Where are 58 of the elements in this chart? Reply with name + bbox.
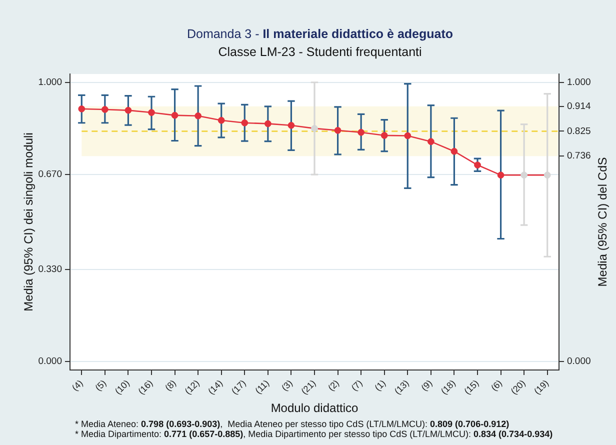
chart-title: Domanda 3 - Il materiale didattico è adeguato [186, 27, 454, 41]
point [218, 116, 225, 124]
point [497, 172, 504, 179]
y2-axis-title: Media (95% CI) del CdS [595, 157, 610, 287]
point [171, 112, 178, 119]
x-axis-title: Modulo didattico [270, 401, 359, 416]
point [520, 172, 528, 179]
x-tick-label: (18) [438, 378, 458, 396]
y2-tick-label: 1.000 [567, 77, 591, 88]
x-tick-label: (15) [462, 378, 481, 396]
x-tick-label: (13) [392, 378, 411, 396]
x-tick-label: (6) [489, 378, 504, 393]
x-tick-label: (11) [253, 378, 272, 396]
text: * Media Ateneo: 0.798 (0.693-0.903), Media Ateneo per stesso tipo CdS (LT/LM/LMCU): 0.809 (0.706-0.912) [75, 419, 510, 429]
x-tick-label: (7) [349, 378, 364, 393]
text: * Media Dipartimento: 0.771 (0.657-0.885), Media Dipartimento per stesso tipo CdS (LT/LM/LMCU): 0.834 (0.734-0.934) [75, 429, 553, 439]
x-tick-label: (20) [508, 378, 528, 396]
x-tick-label: (8) [163, 378, 178, 393]
point [194, 112, 202, 120]
x-tick-label: (3) [280, 378, 294, 393]
x-tick-label: (12) [182, 378, 202, 396]
y-tick-label: 1.000 [38, 77, 62, 88]
y-tick-label: 0.670 [38, 169, 62, 180]
x-tick-label: (16) [136, 378, 155, 396]
x-tick-label: (5) [93, 378, 108, 393]
point [358, 128, 365, 136]
point [380, 132, 388, 139]
x-tick-label: (17) [229, 378, 248, 396]
x-tick-label: (2) [326, 378, 341, 393]
point [101, 106, 108, 113]
x-tick-label: (14) [206, 378, 225, 396]
point [544, 172, 551, 179]
x-tick-label: (4) [70, 378, 85, 393]
y2-tick-label: 0.000 [567, 356, 591, 368]
point [241, 119, 248, 126]
point [404, 132, 412, 140]
x-tick-label: (1) [372, 378, 388, 393]
y2-tick-label: 0.736 [567, 150, 591, 162]
point [288, 122, 295, 129]
x-tick-label: (19) [532, 378, 551, 396]
point [148, 109, 155, 116]
point [78, 105, 86, 112]
x-tick-label: (9) [419, 378, 434, 393]
point [427, 138, 434, 146]
y-tick-label: 0.330 [38, 264, 62, 276]
x-tick-label: (21) [299, 378, 318, 396]
point [264, 120, 272, 128]
point [334, 126, 342, 134]
chart-subtitle: Classe LM-23 - Studenti frequentanti [217, 44, 423, 60]
point [311, 125, 318, 132]
point [450, 148, 458, 155]
y2-tick-label: 0.825 [567, 126, 591, 137]
y-tick-label: 0.000 [38, 356, 62, 368]
point [474, 162, 481, 168]
x-tick-label: (10) [112, 378, 132, 396]
point [124, 106, 132, 114]
y-axis-title: Media (95% CI) dei singoli moduli [22, 132, 36, 312]
y2-tick-label: 0.914 [567, 101, 591, 112]
